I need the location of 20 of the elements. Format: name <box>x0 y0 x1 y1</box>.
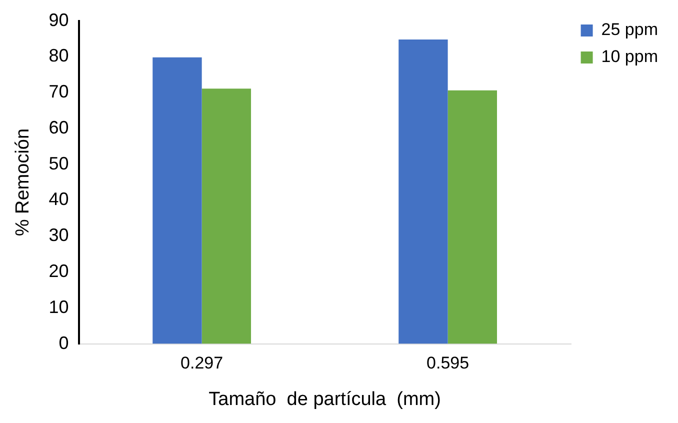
y-tick-label: 80 <box>48 46 69 66</box>
bar <box>202 88 252 344</box>
y-axis-title: % Remoción <box>12 128 34 236</box>
legend-label: 25 ppm <box>601 20 658 40</box>
y-tick-label: 70 <box>48 82 69 102</box>
bar <box>398 39 448 344</box>
bar <box>448 90 497 344</box>
y-tick-label: 0 <box>58 332 69 353</box>
y-tick-label: 40 <box>48 189 69 210</box>
y-tick-label: 50 <box>48 153 69 174</box>
x-tick-label: 0.595 <box>426 354 470 373</box>
y-tick-label: 60 <box>48 117 69 138</box>
x-axis-title: Tamaño de partícula (mm) <box>208 388 441 410</box>
legend-label: 10 ppm <box>601 47 658 66</box>
y-tick-label: 20 <box>48 260 69 281</box>
y-tick-label: 30 <box>48 225 69 246</box>
x-tick-label: 0.297 <box>180 354 224 373</box>
y-tick-label: 90 <box>48 10 69 30</box>
y-tick-label: 10 <box>48 296 69 317</box>
bar <box>152 57 202 344</box>
